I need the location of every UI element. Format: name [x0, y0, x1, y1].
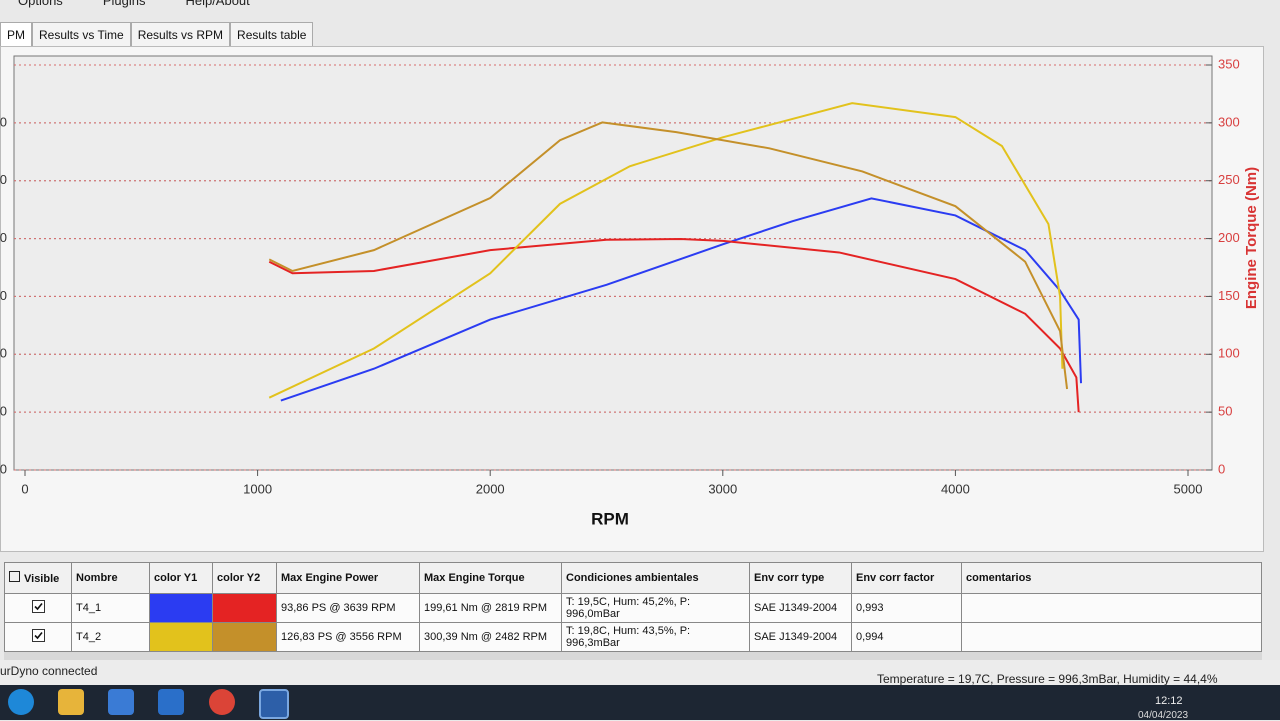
- header-checkbox: [9, 571, 20, 582]
- checkbox-box: [31, 600, 45, 613]
- env-type-cell: SAE J1349-2004: [749, 593, 852, 623]
- taskbar: 12:12 04/04/2023: [0, 685, 1280, 721]
- store-icon[interactable]: [108, 689, 134, 715]
- chart: RPM Engine Torque (Nm) 02040608010012005…: [0, 55, 1260, 528]
- color-swatch: [149, 593, 213, 623]
- tab[interactable]: Results vs Time: [32, 22, 131, 46]
- status-right: Temperature = 19,7C, Pressure = 996,3mBa…: [877, 672, 1218, 686]
- menu-bar: Options Plugins Help/About: [18, 0, 290, 10]
- results-grid: Visible Nombre color Y1 color Y2 Max Engine …: [4, 562, 1262, 660]
- y-tick-label: 100: [0, 172, 7, 187]
- torque-cell: 300,39 Nm @ 2482 RPM: [419, 622, 562, 652]
- tab-strip: PM Results vs Time Results vs RPM Results t…: [0, 22, 314, 46]
- menu-item[interactable]: Plugins: [102, 0, 146, 8]
- power-torque-curve: [268, 238, 1080, 413]
- y-tick-label: 80: [0, 230, 7, 245]
- x-tick-label: 4000: [941, 481, 970, 496]
- x-tick-label: 2000: [476, 481, 505, 496]
- results-table: Visible Nombre color Y1 color Y2 Max Engine …: [4, 562, 1262, 652]
- x-tick-label: 5000: [1174, 481, 1203, 496]
- y-tick-label: 40: [0, 346, 7, 361]
- column-header: Max Engine Power: [276, 562, 420, 594]
- y-tick-label: 20: [0, 404, 7, 419]
- y2-tick-label: 50: [1218, 404, 1232, 419]
- power-torque-curve: [280, 197, 1083, 402]
- header-row: Visible Nombre color Y1 color Y2 Max Engine …: [4, 562, 1262, 594]
- plot-area: [13, 55, 1213, 471]
- data-row: T4_1 93,86 PS @ 3639 RPM 199,61 Nm @ 2819 …: [4, 593, 1262, 623]
- x-axis-label: RPM: [591, 509, 629, 528]
- column-header: color Y2: [212, 562, 277, 594]
- y2-tick-label: 200: [1218, 230, 1240, 245]
- y2-tick-label: 100: [1218, 346, 1240, 361]
- dyno-icon[interactable]: [259, 689, 289, 719]
- name-cell: T4_1: [71, 593, 150, 623]
- visible-cell: [4, 622, 72, 652]
- edge-icon[interactable]: [8, 689, 34, 715]
- x-tick-label: 0: [21, 481, 28, 496]
- color-swatch: [149, 622, 213, 652]
- y-tick-label: 0: [0, 461, 7, 476]
- visible-cell: [4, 593, 72, 623]
- conditions-cell: T: 19,5C, Hum: 45,2%, P: 996,0mBar: [561, 593, 750, 623]
- y-tick-label: 120: [0, 114, 7, 129]
- column-header: Max Engine Torque: [419, 562, 562, 594]
- tab[interactable]: Results vs RPM: [130, 22, 231, 46]
- color-swatch: [212, 622, 277, 652]
- status-bar: urDyno connected Temperature = 19,7C, Pr…: [0, 660, 1280, 686]
- env-type-cell: SAE J1349-2004: [749, 622, 852, 652]
- taskbar-time: 12:12: [1155, 695, 1183, 707]
- checkbox-box: [31, 629, 45, 642]
- visible-checkbox[interactable]: [31, 600, 45, 613]
- power-torque-curve: [268, 121, 1069, 390]
- y2-axis-label: Engine Torque (Nm): [1243, 167, 1260, 309]
- x-tick-label: 3000: [708, 481, 737, 496]
- column-header: Visible: [4, 562, 72, 594]
- menu-item[interactable]: Help/About: [185, 0, 250, 8]
- color-swatch: [212, 593, 277, 623]
- column-header: Env corr factor: [851, 562, 962, 594]
- tab[interactable]: PM: [0, 22, 32, 46]
- column-header: comentarios: [961, 562, 1262, 594]
- env-factor-cell: 0,994: [851, 622, 962, 652]
- y2-tick-label: 150: [1218, 288, 1240, 303]
- y2-tick-label: 250: [1218, 172, 1240, 187]
- mail-icon[interactable]: [158, 689, 184, 715]
- x-tick-label: 1000: [243, 481, 272, 496]
- tab[interactable]: Results table: [230, 22, 314, 46]
- checkbox-check: [33, 631, 43, 640]
- taskbar-date: 04/04/2023: [1138, 710, 1189, 721]
- status-left: urDyno connected: [0, 664, 98, 678]
- y2-tick-label: 350: [1218, 56, 1240, 71]
- column-header: Nombre: [71, 562, 150, 594]
- menu-item[interactable]: Options: [18, 0, 63, 8]
- conditions-cell: T: 19,8C, Hum: 43,5%, P: 996,3mBar: [561, 622, 750, 652]
- power-cell: 126,83 PS @ 3556 RPM: [276, 622, 420, 652]
- comment-cell: [961, 593, 1262, 623]
- column-header: color Y1: [149, 562, 213, 594]
- chrome-icon[interactable]: [209, 689, 235, 715]
- visible-checkbox[interactable]: [31, 629, 45, 642]
- explorer-icon[interactable]: [58, 689, 84, 715]
- y2-tick-label: 300: [1218, 114, 1240, 129]
- torque-cell: 199,61 Nm @ 2819 RPM: [419, 593, 562, 623]
- name-cell: T4_2: [71, 622, 150, 652]
- y-tick-label: 60: [0, 288, 7, 303]
- data-row: T4_2 126,83 PS @ 3556 RPM 300,39 Nm @ 2482…: [4, 622, 1262, 652]
- env-factor-cell: 0,993: [851, 593, 962, 623]
- power-cell: 93,86 PS @ 3639 RPM: [276, 593, 420, 623]
- power-torque-curve: [268, 102, 1064, 399]
- comment-cell: [961, 622, 1262, 652]
- y2-tick-label: 0: [1218, 461, 1225, 476]
- checkbox-check: [33, 602, 43, 611]
- column-header: Env corr type: [749, 562, 852, 594]
- column-header: Condiciones ambientales: [561, 562, 750, 594]
